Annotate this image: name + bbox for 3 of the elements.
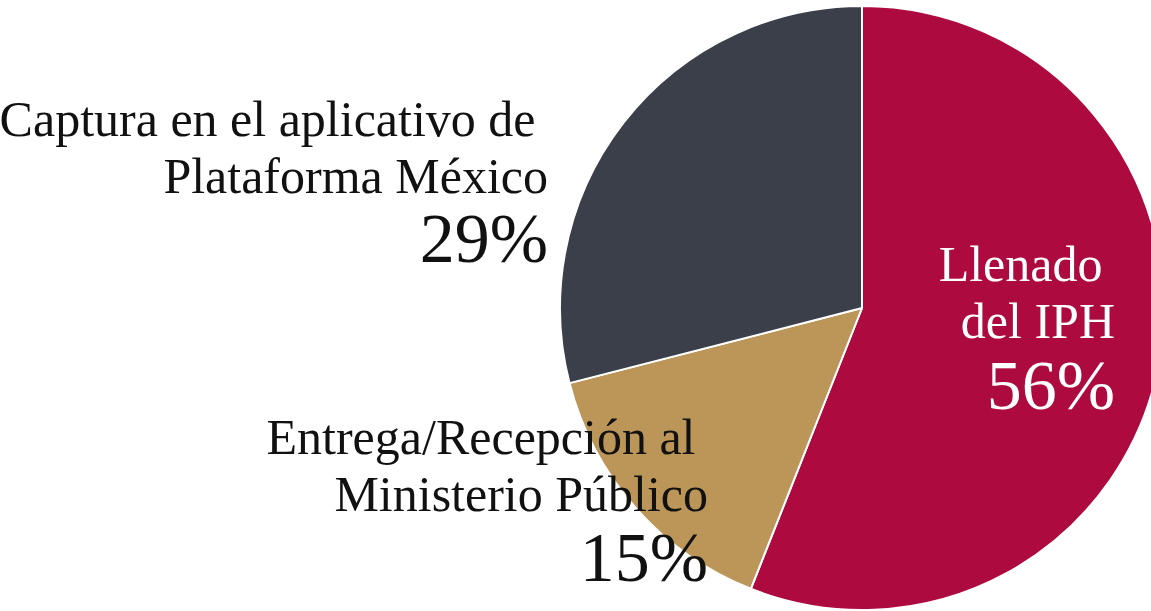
data-label: 56% (986, 346, 1115, 424)
data-label: 15% (579, 518, 708, 596)
slice-label: Llenado del IPH (938, 235, 1115, 349)
